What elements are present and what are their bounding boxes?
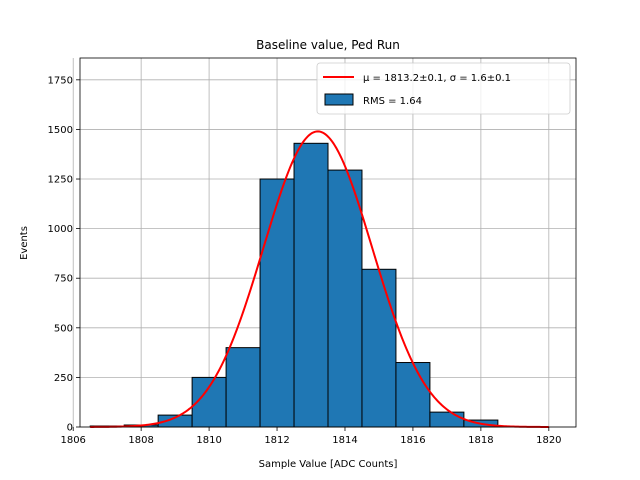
x-axis-label: Sample Value [ADC Counts] (259, 459, 398, 470)
histogram-bar (225, 347, 261, 428)
legend-histogram-swatch (324, 93, 354, 106)
y-tick-label: 1000 (48, 224, 73, 235)
x-tick-label: 1818 (468, 435, 493, 446)
y-tick-label: 1500 (48, 125, 73, 136)
histogram-bars (89, 142, 533, 428)
legend-box (316, 62, 571, 115)
x-tick-label: 1806 (60, 435, 85, 446)
y-axis-ticks: 0 250 500 750 1000 1250 1500 1750 (48, 75, 80, 434)
x-tick-label: 1810 (196, 435, 221, 446)
y-tick-label: 750 (54, 274, 73, 285)
y-tick-label: 1250 (48, 175, 73, 186)
x-tick-label: 1816 (400, 435, 425, 446)
histogram-bar (293, 142, 329, 428)
histogram-bar (429, 411, 465, 428)
legend: μ = 1813.2±0.1, σ = 1.6±0.1 RMS = 1.64 (316, 62, 571, 115)
histogram-bar (259, 178, 295, 428)
histogram-bar (395, 362, 431, 428)
legend-fit-label: μ = 1813.2±0.1, σ = 1.6±0.1 (363, 73, 511, 84)
y-tick-label: 250 (54, 373, 73, 384)
y-tick-label: 1750 (48, 75, 73, 86)
x-tick-label: 1812 (264, 435, 289, 446)
histogram-bar (361, 268, 397, 428)
chart-title: Baseline value, Ped Run (256, 38, 400, 52)
y-axis-label: Events (19, 226, 30, 260)
histogram-bar (327, 169, 363, 428)
x-tick-label: 1820 (536, 435, 561, 446)
y-tick-label: 500 (54, 323, 73, 334)
legend-histogram-label: RMS = 1.64 (363, 96, 422, 107)
x-tick-label: 1814 (332, 435, 357, 446)
x-axis-ticks: 1806 1808 1810 1812 1814 1816 1818 1820 (60, 427, 562, 446)
plot-frame (79, 57, 577, 428)
y-tick-label: 0 (67, 423, 73, 434)
x-tick-label: 1808 (128, 435, 153, 446)
gaussian-fit-curve (90, 130, 549, 428)
